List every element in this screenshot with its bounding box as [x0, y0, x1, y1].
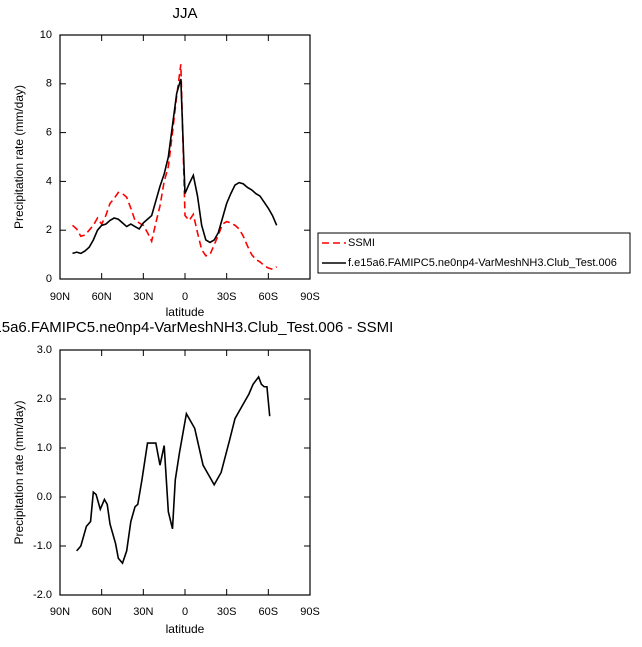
x-tick-label: 0	[182, 291, 188, 303]
x-axis-label: latitude	[166, 622, 205, 636]
x-tick-label: 30N	[133, 291, 153, 303]
chart-title: JJA	[172, 5, 197, 22]
y-axis-label: Precipitation rate (mm/day)	[12, 400, 26, 544]
plot-frame	[59, 349, 311, 596]
data-line	[76, 375, 271, 565]
x-tick-label: 30S	[217, 606, 237, 618]
x-tick-label: 60S	[259, 606, 279, 618]
y-tick-label: 0	[46, 273, 52, 285]
y-tick-label: -1.0	[33, 540, 52, 552]
y-tick-label: 2.0	[37, 393, 52, 405]
x-tick-label: 90S	[300, 291, 320, 303]
x-tick-label: 60S	[259, 291, 279, 303]
chart-title: f.e15a6.FAMIPC5.ne0np4-VarMeshNH3.Club_T…	[0, 319, 393, 336]
legend-label: f.e15a6.FAMIPC5.ne0np4-VarMeshNH3.Club_T…	[348, 257, 617, 269]
y-tick-label: 2	[46, 224, 52, 236]
x-tick-label: 0	[182, 606, 188, 618]
legend-box	[317, 232, 631, 274]
data-line	[71, 64, 278, 271]
x-tick-label: 90S	[300, 606, 320, 618]
y-tick-label: 4	[46, 175, 52, 187]
y-tick-label: -2.0	[33, 589, 52, 601]
y-tick-label: 1.0	[37, 442, 52, 454]
x-tick-label: 60N	[92, 606, 112, 618]
plot-frame	[59, 34, 311, 280]
y-tick-label: 10	[40, 29, 52, 41]
legend-label: SSMI	[348, 237, 375, 249]
y-tick-label: 3.0	[37, 344, 52, 356]
x-tick-label: 60N	[92, 291, 112, 303]
y-tick-label: 8	[46, 78, 52, 90]
data-line	[72, 78, 278, 255]
x-tick-label: 90N	[50, 291, 70, 303]
x-tick-label: 30S	[217, 291, 237, 303]
y-axis-label: Precipitation rate (mm/day)	[12, 85, 26, 229]
y-tick-label: 0.0	[37, 491, 52, 503]
x-axis-label: latitude	[166, 305, 205, 319]
x-tick-label: 30N	[133, 606, 153, 618]
x-tick-label: 90N	[50, 606, 70, 618]
y-tick-label: 6	[46, 127, 52, 139]
